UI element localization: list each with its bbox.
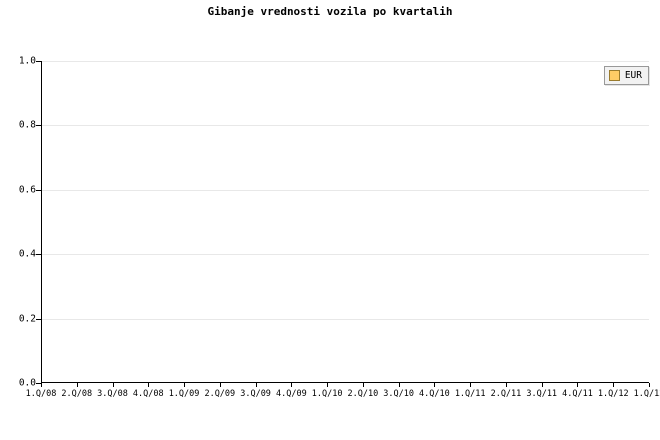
y-tick-mark [36,61,41,62]
x-tick-label: 4.Q/09 [275,389,307,399]
x-tick-mark [148,383,150,387]
y-tick-mark [36,383,41,384]
y-tick-label: 1.0 [18,55,36,67]
x-tick-label: 4.Q/11 [562,389,593,399]
y-tick-label: 0.2 [18,313,36,325]
x-tick-mark [577,383,579,387]
x-tick-label: 1.Q/10 [311,389,343,399]
legend-swatch-eur [608,70,620,81]
x-tick-label: 2.Q/09 [204,389,236,399]
x-tick-label: 4.Q/08 [132,389,164,399]
x-tick-mark [470,383,472,387]
gridline-horizontal [42,189,649,191]
x-tick-mark [255,383,257,387]
x-tick-mark [613,383,615,387]
x-tick-mark [398,383,400,387]
x-tick-label: 3.Q/10 [383,389,414,399]
x-tick-label: 1.Q/12 [597,389,629,399]
gridline-horizontal [42,125,649,127]
y-tick-label: 0.6 [18,184,36,196]
x-tick-mark [541,383,543,387]
x-tick-label: 1.Q/11 [454,389,486,399]
x-tick-label: 3.Q/09 [240,389,271,399]
y-tick-mark [36,254,41,256]
y-tick-mark [36,189,41,191]
x-tick-label: 3.Q/11 [526,389,558,399]
x-tick-label: 1.Q/09 [168,389,200,399]
plot-area [41,61,649,383]
x-tick-mark [505,383,507,387]
chart-title: Gibanje vrednosti vozila po kvartalih [207,5,453,18]
x-tick-mark [327,383,329,387]
x-tick-mark [362,383,364,387]
legend-label-eur: EUR [624,69,642,81]
y-tick-label: 0.0 [18,377,36,389]
x-tick-label: 1.Q/12 [633,389,660,399]
x-tick-mark [184,383,186,387]
gridline-horizontal [42,318,649,320]
x-tick-mark [76,383,78,387]
x-tick-label: 2.Q/08 [61,389,93,399]
x-tick-mark [649,383,650,387]
y-tick-mark [36,318,41,320]
gridline-horizontal [42,254,649,256]
y-tick-mark [36,125,41,127]
x-tick-label: 1.Q/08 [25,389,57,399]
x-tick-label: 4.Q/10 [419,389,450,399]
x-tick-label: 2.Q/10 [347,389,379,399]
x-tick-mark [112,383,114,387]
x-tick-mark [41,383,42,387]
x-tick-mark [219,383,221,387]
x-tick-label: 2.Q/11 [490,389,522,399]
x-tick-mark [434,383,436,387]
x-tick-label: 3.Q/08 [97,389,128,399]
chart-legend[interactable]: EUR [603,66,649,85]
y-tick-label: 0.8 [18,119,36,131]
x-tick-mark [291,383,293,387]
gridline-horizontal [42,61,649,62]
y-tick-label: 0.4 [18,248,36,260]
